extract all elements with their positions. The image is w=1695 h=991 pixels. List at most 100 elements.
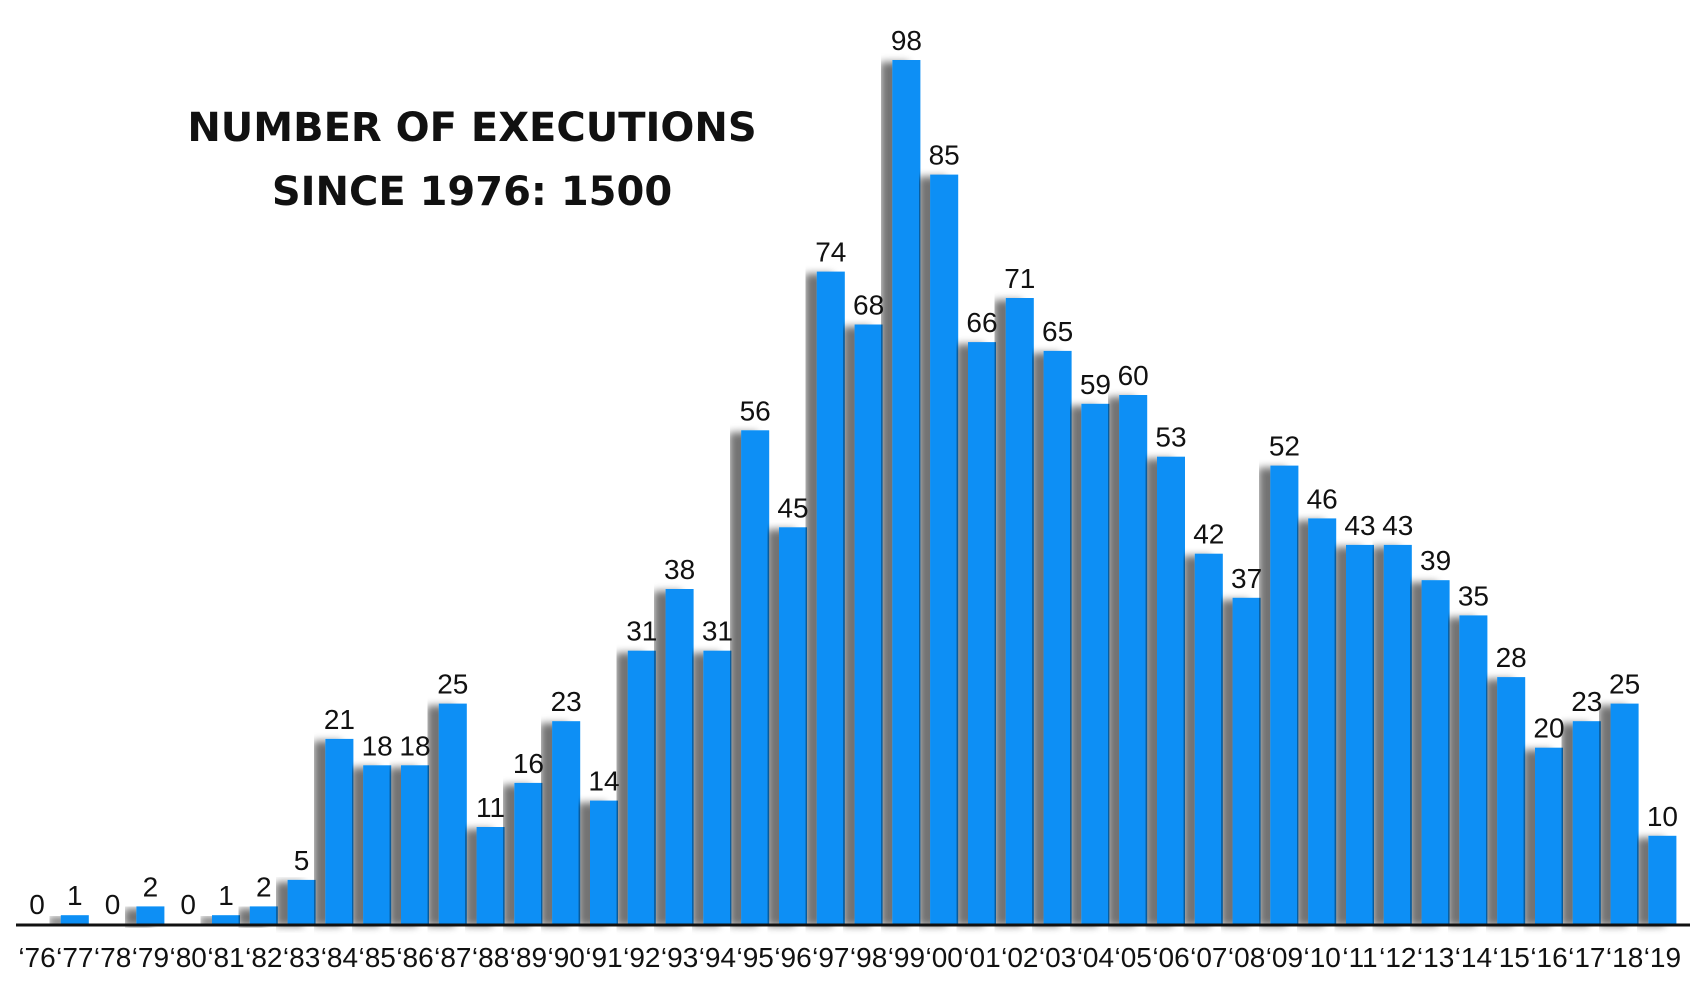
bar-‘07	[1194, 553, 1223, 924]
bar-‘05	[1119, 395, 1148, 924]
chart-title-line-2: SINCE 1976: 1500	[272, 169, 672, 215]
value-label-‘93: 38	[664, 554, 695, 585]
bar-‘10	[1308, 518, 1337, 924]
bar-‘81	[212, 915, 240, 924]
bar-‘15	[1497, 677, 1526, 924]
value-label-‘77: 1	[67, 880, 83, 911]
bar-‘19	[1648, 835, 1677, 924]
bar-‘03	[1043, 350, 1072, 924]
x-tick-‘99: ‘99	[888, 942, 925, 973]
value-label-‘84: 21	[324, 704, 355, 735]
x-tick-‘79: ‘79	[132, 942, 169, 973]
bar-‘85	[363, 765, 392, 924]
x-tick-‘13: ‘13	[1417, 942, 1454, 973]
bar-‘09	[1270, 465, 1299, 924]
bar-‘04	[1081, 403, 1110, 924]
bar-‘88	[476, 827, 505, 924]
value-label-‘16: 20	[1533, 713, 1564, 744]
x-tick-‘11: ‘11	[1342, 942, 1377, 973]
x-tick-‘10: ‘10	[1304, 942, 1341, 973]
x-tick-‘16: ‘16	[1530, 942, 1567, 973]
value-label-‘19: 10	[1647, 801, 1678, 832]
value-label-‘17: 23	[1571, 686, 1602, 717]
bar-‘02	[1005, 298, 1034, 924]
value-label-‘76: 0	[29, 889, 45, 920]
bar-‘06	[1157, 456, 1185, 924]
x-tick-‘86: ‘86	[396, 942, 433, 973]
x-tick-‘88: ‘88	[472, 942, 509, 973]
bar-‘77	[60, 915, 89, 924]
chart-title-line-1: NUMBER OF EXECUTIONS	[187, 105, 756, 151]
value-label-‘94: 31	[702, 616, 733, 647]
x-tick-‘08: ‘08	[1228, 942, 1265, 973]
bar-‘83	[287, 879, 316, 924]
value-label-‘90: 23	[551, 686, 582, 717]
x-tick-‘76: ‘76	[18, 942, 55, 973]
x-tick-‘97: ‘97	[812, 942, 849, 973]
x-tick-labels: ‘76 ‘77 ‘78 ‘79 ‘80 ‘81 ‘82 ‘83 ‘84 ‘85 ‘86 ‘87 ‘88 ‘…	[18, 942, 1681, 973]
bar-‘17	[1572, 721, 1601, 924]
x-tick-‘89: ‘89	[510, 942, 547, 973]
value-label-‘07: 42	[1193, 519, 1224, 550]
x-tick-‘81: ‘81	[207, 942, 244, 973]
x-tick-‘83: ‘83	[283, 942, 320, 973]
bar-‘13	[1421, 580, 1450, 924]
bar-‘86	[401, 765, 429, 924]
value-label-‘98: 68	[853, 290, 884, 321]
x-tick-‘18: ‘18	[1606, 942, 1643, 973]
bar-‘91	[590, 800, 618, 924]
x-tick-‘15: ‘15	[1493, 942, 1530, 973]
bar-‘96	[779, 527, 807, 924]
bar-‘92	[627, 650, 656, 924]
bar-‘98	[854, 324, 883, 924]
value-label-‘83: 5	[294, 845, 310, 876]
value-label-‘14: 35	[1458, 580, 1489, 611]
value-label-‘05: 60	[1118, 360, 1149, 391]
x-tick-‘78: ‘78	[94, 942, 131, 973]
value-label-‘09: 52	[1269, 431, 1300, 462]
x-tick-‘80: ‘80	[170, 942, 207, 973]
x-tick-‘84: ‘84	[321, 942, 358, 973]
value-label-‘78: 0	[105, 889, 121, 920]
x-tick-‘03: ‘03	[1039, 942, 1076, 973]
value-label-‘87: 25	[437, 669, 468, 700]
value-label-‘96: 45	[777, 492, 808, 523]
x-tick-‘92: ‘92	[623, 942, 660, 973]
value-label-‘08: 37	[1231, 563, 1262, 594]
value-label-‘10: 46	[1307, 483, 1338, 514]
x-tick-‘09: ‘09	[1266, 942, 1303, 973]
x-tick-‘94: ‘94	[699, 942, 736, 973]
x-tick-‘77: ‘77	[56, 942, 93, 973]
value-label-‘11: 43	[1344, 510, 1375, 541]
bar-‘82	[249, 906, 278, 924]
value-label-‘04: 59	[1080, 369, 1111, 400]
bar-‘16	[1535, 747, 1563, 924]
value-label-‘86: 18	[399, 730, 430, 761]
x-tick-‘17: ‘17	[1568, 942, 1605, 973]
value-label-‘01: 66	[966, 307, 997, 338]
value-label-‘18: 25	[1609, 669, 1640, 700]
x-tick-‘82: ‘82	[245, 942, 282, 973]
value-label-‘91: 14	[588, 766, 619, 797]
x-tick-‘06: ‘06	[1152, 942, 1189, 973]
bar-‘99	[892, 60, 921, 924]
x-tick-‘00: ‘00	[926, 942, 963, 973]
bar-‘97	[816, 271, 845, 925]
value-label-‘81: 1	[218, 880, 234, 911]
x-tick-‘02: ‘02	[1001, 942, 1038, 973]
bar-‘79	[136, 906, 165, 924]
bar-‘00	[930, 174, 959, 925]
x-tick-‘14: ‘14	[1455, 942, 1492, 973]
x-tick-‘93: ‘93	[661, 942, 698, 973]
bar-‘94	[703, 650, 732, 924]
value-label-‘92: 31	[626, 616, 657, 647]
value-label-‘79: 2	[143, 871, 159, 902]
value-label-‘80: 0	[180, 889, 196, 920]
value-label-‘02: 71	[1004, 263, 1035, 294]
value-label-‘15: 28	[1496, 642, 1527, 673]
bar-‘90	[552, 721, 581, 924]
value-label-‘85: 18	[362, 730, 393, 761]
bar-‘08	[1232, 597, 1261, 924]
bar-‘12	[1383, 544, 1412, 924]
